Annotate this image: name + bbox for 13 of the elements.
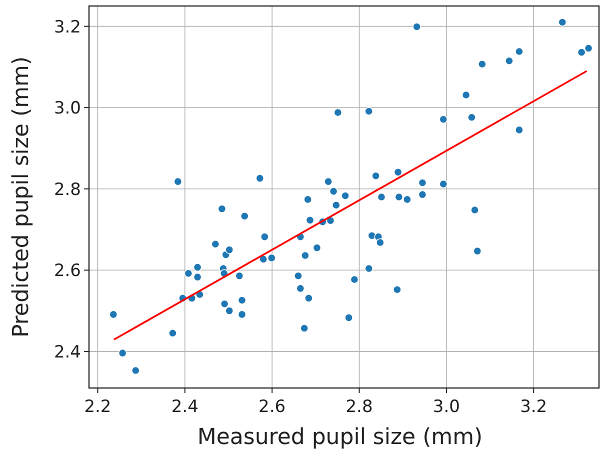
x-tick-label: 3.2	[520, 397, 548, 417]
x-tick-label: 2.6	[258, 397, 286, 417]
y-tick-label: 2.4	[54, 342, 81, 362]
y-tick-label: 3.0	[54, 98, 81, 119]
x-tick-label: 2.2	[84, 397, 112, 417]
x-axis-title: Measured pupil size (mm)	[197, 425, 483, 450]
y-axis-title: Predicted pupil size (mm)	[9, 56, 34, 338]
x-tick-label: 2.4	[171, 397, 198, 417]
y-tick-label: 2.8	[54, 180, 81, 200]
y-tick-label: 3.2	[54, 17, 81, 38]
y-tick-label: 2.6	[54, 261, 81, 282]
x-tick-label: 3.0	[432, 397, 460, 417]
x-tick-label: 2.8	[346, 397, 373, 417]
